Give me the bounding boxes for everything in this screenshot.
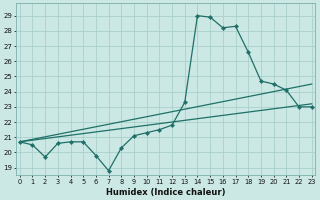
- X-axis label: Humidex (Indice chaleur): Humidex (Indice chaleur): [106, 188, 226, 197]
